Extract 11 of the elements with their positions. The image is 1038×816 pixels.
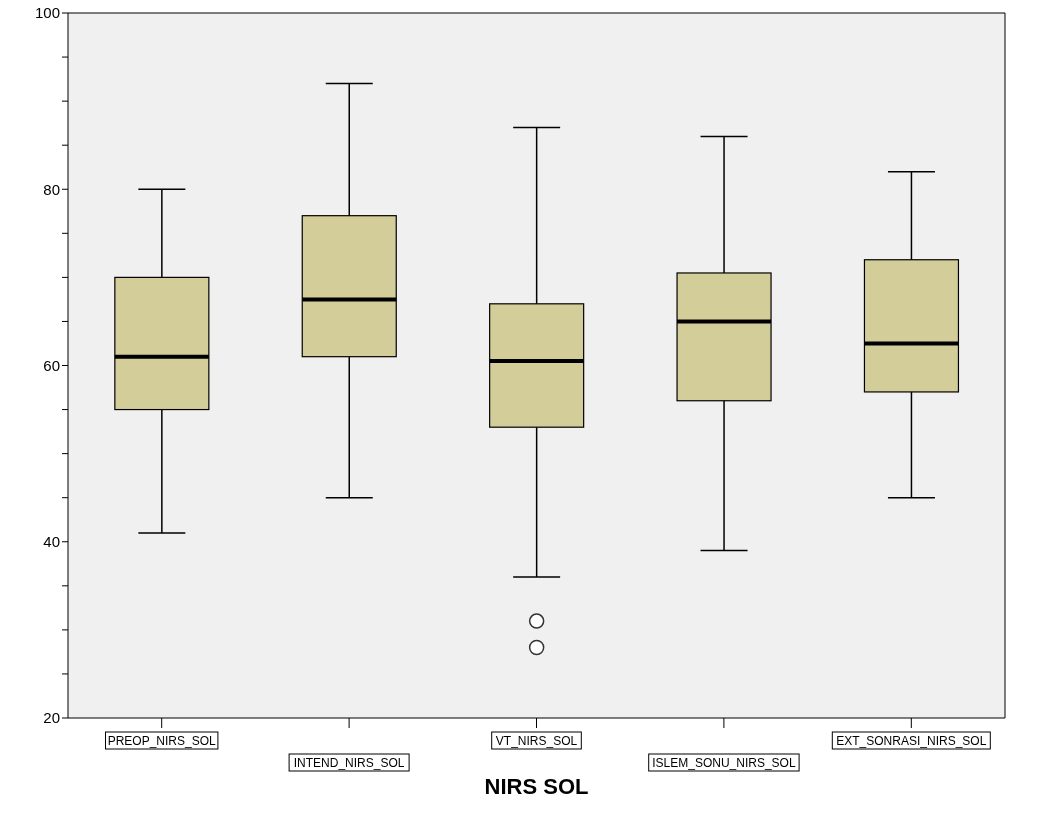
x-tick-label: INTEND_NIRS_SOL xyxy=(293,756,405,770)
y-tick-label: 40 xyxy=(43,533,60,551)
y-tick-label: 100 xyxy=(34,4,60,22)
y-tick-label: 80 xyxy=(43,180,60,198)
x-tick-label: VT_NIRS_SOL xyxy=(495,734,578,748)
x-axis-title: NIRS SOL xyxy=(484,774,589,799)
x-tick-label: PREOP_NIRS_SOL xyxy=(107,734,217,748)
y-tick-label: 60 xyxy=(43,356,60,374)
x-tick-label: ISLEM_SONU_NIRS_SOL xyxy=(652,756,796,770)
y-tick-label: 20 xyxy=(43,709,60,727)
x-tick-label: EXT_SONRASI_NIRS_SOL xyxy=(836,734,987,748)
